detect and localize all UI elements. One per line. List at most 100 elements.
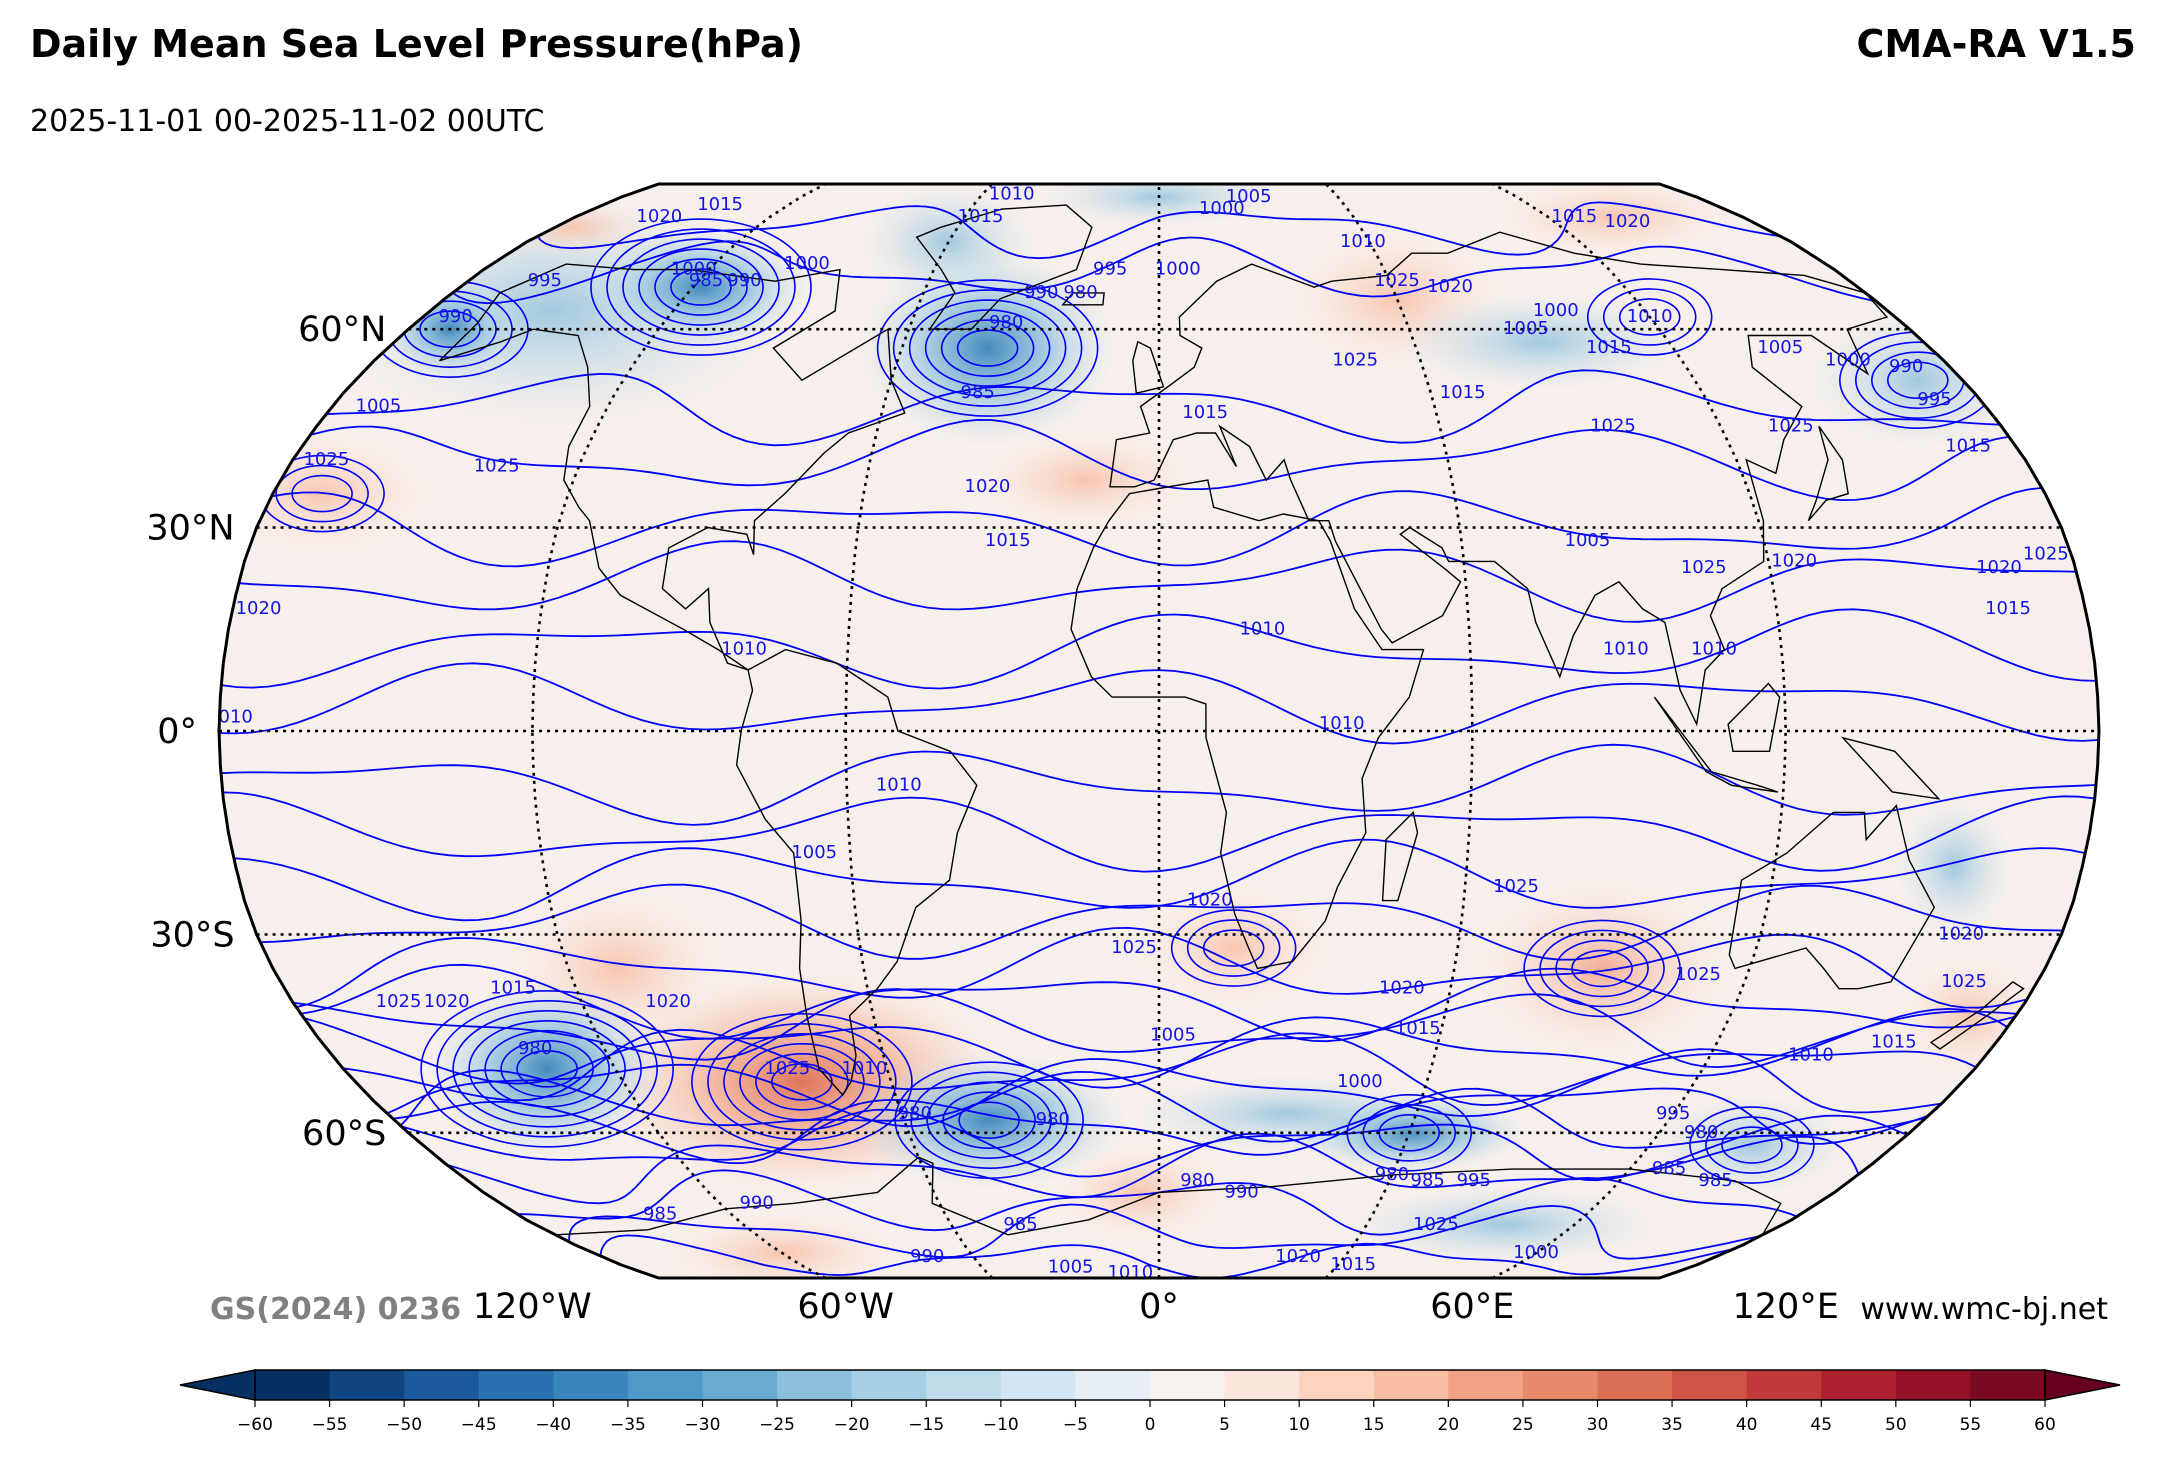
isobar-label: 1025 — [1493, 876, 1539, 897]
isobar-ring-32 — [755, 1053, 849, 1111]
colorbar-tick-label: −60 — [237, 1415, 273, 1435]
isobar-label: 1010 — [1691, 639, 1737, 660]
isobar-14 — [292, 988, 2018, 1069]
isobar-ring-4 — [606, 228, 796, 346]
isobar-ring-33 — [739, 1043, 865, 1121]
coastline-indonesia — [1653, 696, 1779, 793]
colorbar-swatch — [1373, 1370, 1449, 1400]
isobar-ring-44 — [1887, 361, 1949, 399]
isobar-label: 1015 — [1985, 598, 2031, 619]
isobar-ring-24 — [942, 1091, 1036, 1150]
isobar-ring-40 — [1523, 919, 1681, 1018]
colorbar-swatch — [1299, 1370, 1375, 1400]
model-name: CMA-RA V1.5 — [1856, 22, 2136, 66]
colorbar-tick-label: 40 — [1736, 1415, 1758, 1435]
isobar-ring-14 — [892, 289, 1083, 407]
lat-label: 60°N — [298, 310, 386, 350]
isobar-label: 980 — [1036, 1109, 1070, 1130]
isobar-label: 1025 — [1941, 971, 1987, 992]
isobar-label: 1020 — [424, 991, 470, 1012]
lon-label: 60°E — [1430, 1287, 1514, 1327]
meridian-120 — [1491, 184, 1788, 1278]
isobar-label: 980 — [518, 1038, 552, 1059]
isobar-label: 1025 — [1332, 350, 1378, 371]
colorbar-swatch — [1597, 1370, 1673, 1400]
field-anomaly-16 — [1472, 878, 1733, 1059]
colorbar-swatch — [1075, 1370, 1151, 1400]
coastline-madagascar — [1381, 810, 1419, 902]
isobar-ring-53 — [1586, 278, 1713, 356]
isobar-label: 1010 — [1319, 713, 1365, 734]
isobar-label: 1015 — [1395, 1018, 1441, 1039]
isobar-label: 1005 — [1565, 530, 1611, 551]
colorbar-tick-label: −45 — [461, 1415, 497, 1435]
colorbar-tick-label: −40 — [535, 1415, 571, 1435]
meridian--60 — [844, 184, 994, 1278]
isobar-label: 1000 — [1199, 198, 1245, 219]
isobar-label: 1005 — [791, 842, 837, 863]
isobar-label: 1005 — [1150, 1025, 1196, 1046]
graticule — [219, 184, 2099, 1278]
isobar-ring-3 — [622, 238, 780, 336]
field-anomaly-1 — [590, 227, 811, 348]
isobar-label: 1025 — [376, 991, 422, 1012]
isobar-label: 1010 — [1788, 1045, 1834, 1066]
colorbar-swatch — [627, 1370, 703, 1400]
isobar-label: 1025 — [1675, 964, 1721, 985]
field-anomaly-18 — [1050, 1142, 1231, 1243]
colorbar-swatch — [553, 1370, 629, 1400]
colorbar-swatch — [1746, 1370, 1822, 1400]
isobar-label: 1025 — [1590, 415, 1636, 436]
colorbar-tick-label: 45 — [1810, 1415, 1832, 1435]
isobar-label: 1015 — [1182, 402, 1228, 423]
axis-labels: 60°N 30°N 0° 30°S 60°S 120°W 60°W 0° 60°E 120°E — [146, 310, 1838, 1327]
isobar-label: 980 — [1375, 1164, 1409, 1185]
isobar-8 — [221, 743, 2096, 826]
isobar-label: 1005 — [1757, 337, 1803, 358]
colorbar-swatch — [255, 1370, 331, 1400]
isobar-7 — [219, 662, 2099, 745]
colorbar-tick-label: −30 — [685, 1415, 721, 1435]
colorbar-tick-label: −20 — [834, 1415, 870, 1435]
isobar-label: 1010 — [841, 1058, 887, 1079]
website-link[interactable]: www.wmc-bj.net — [1860, 1292, 2108, 1327]
isobar-label: 1015 — [490, 978, 536, 999]
isobar-label: 1005 — [1503, 318, 1549, 339]
isobar-label: 1025 — [1768, 415, 1814, 436]
isobar-label: 1015 — [697, 194, 743, 215]
isobar-ring-16 — [516, 1050, 578, 1088]
isobar-ring-10 — [956, 329, 1019, 367]
isobar-label: 990 — [910, 1246, 944, 1267]
isobar-ring-42 — [275, 464, 369, 523]
isobar-label: 1025 — [1681, 557, 1727, 578]
isobar-ring-23 — [958, 1101, 1020, 1140]
isobar-label: 1000 — [1513, 1242, 1559, 1263]
isobar-label: 985 — [1411, 1170, 1445, 1191]
isobar-label: 1025 — [1374, 270, 1420, 291]
colorbar-tick-label: −5 — [1063, 1415, 1088, 1435]
isobar-label: 1020 — [1427, 276, 1473, 297]
isobar-label: 995 — [1457, 1170, 1491, 1191]
isobar-label: 1020 — [1938, 923, 1984, 944]
valid-period: 2025-11-01 00-2025-11-02 00UTC — [30, 104, 545, 139]
isobar-label: 985 — [1652, 1158, 1686, 1179]
field-anomaly-17 — [1133, 888, 1334, 1009]
colorbar: −60 −55 −50 −45 −40 −35 −30 −25 −20 −15 −10 −5 0 5 10 1… — [179, 1369, 2121, 1435]
colorbar-swatch — [329, 1370, 405, 1400]
isobar-ring-20 — [452, 1010, 642, 1128]
isobar-label: 1015 — [1871, 1031, 1917, 1052]
coastline-greenland — [915, 204, 1093, 330]
isobar-label: 1015 — [1440, 382, 1486, 403]
colorbar-tick-label: 20 — [1438, 1415, 1460, 1435]
isobar-label: 1025 — [764, 1058, 810, 1079]
isobar-labels: 1015 1020 1010 1015 1000 1005 1015 1020 995 990 10… — [219, 184, 2069, 1278]
isobar-label: 1010 — [1239, 618, 1285, 639]
lat-label: 0° — [157, 712, 197, 752]
colorbar-tick-label: −15 — [908, 1415, 944, 1435]
coastline-new-zealand — [1929, 981, 2025, 1050]
isobar-ring-11 — [940, 319, 1035, 377]
colorbar-min-extend — [179, 1369, 256, 1401]
isobar-label: 980 — [989, 312, 1023, 333]
isobar-label: 990 — [727, 270, 761, 291]
map-boundary — [217, 182, 2101, 1280]
